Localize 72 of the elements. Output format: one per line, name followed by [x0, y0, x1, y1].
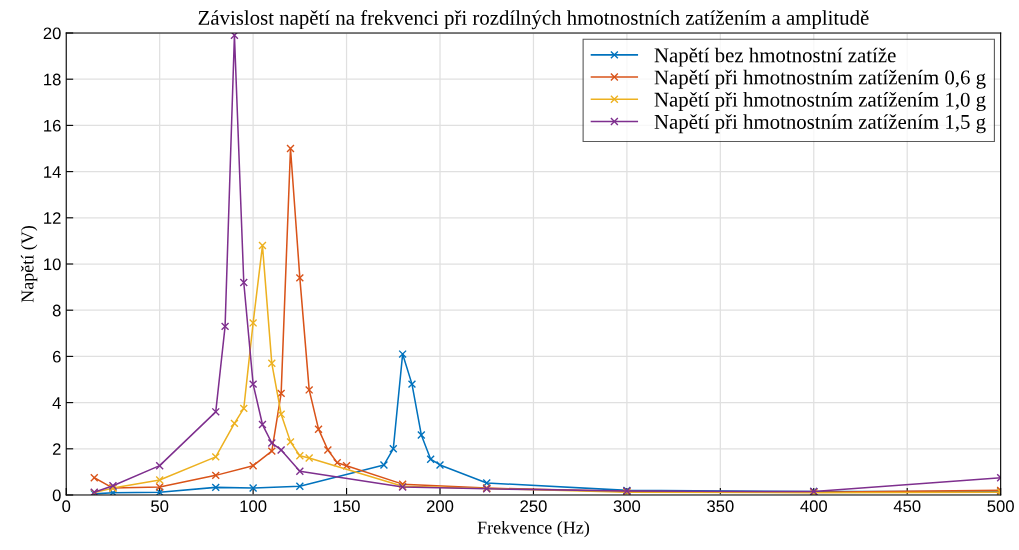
- point: [323, 445, 333, 455]
- x-tick-label: 0: [62, 500, 71, 513]
- y-tick-label: 2: [52, 443, 61, 455]
- y-tick-label: 16: [44, 119, 61, 132]
- point: [239, 404, 248, 413]
- x-tick-label: 200: [426, 500, 454, 513]
- y-tick-label: 12: [44, 212, 61, 224]
- point: [267, 446, 276, 456]
- point: [379, 460, 389, 470]
- point: [435, 460, 445, 470]
- point: [267, 359, 276, 368]
- point: [295, 273, 305, 283]
- y-tick-label: 6: [52, 350, 61, 363]
- y-tick-label: 4: [52, 397, 61, 409]
- point: [417, 430, 426, 440]
- point: [258, 420, 267, 429]
- point: [248, 318, 258, 328]
- y-tick-label: 8: [52, 304, 61, 317]
- point: [333, 458, 342, 467]
- point: [230, 419, 239, 428]
- point: [267, 438, 276, 448]
- x-tick-label: 150: [333, 500, 360, 513]
- y-tick-label: 18: [44, 73, 61, 86]
- point: [248, 461, 258, 470]
- point: [211, 471, 220, 480]
- point: [220, 322, 230, 331]
- chart-title: Závislost napětí na frekvenci při rozdílných hmotnostních zatížením a amplitudě: [198, 10, 869, 30]
- point: [426, 455, 435, 464]
- x-tick-label: 50: [151, 500, 169, 513]
- point: [407, 379, 417, 389]
- y-tick-label: 10: [44, 258, 61, 271]
- point: [286, 437, 295, 447]
- point: [211, 407, 220, 417]
- point: [286, 144, 295, 153]
- point: [155, 475, 164, 485]
- point: [155, 488, 164, 495]
- point: [276, 409, 286, 419]
- point: [295, 467, 305, 476]
- x-tick-label: 400: [800, 500, 828, 513]
- point: [248, 379, 258, 389]
- x-tick-label: 450: [893, 500, 921, 513]
- point: [155, 461, 164, 470]
- point: [398, 349, 407, 359]
- y-axis-title: Napětí (V): [20, 225, 38, 303]
- point: [211, 483, 220, 492]
- point: [305, 385, 314, 395]
- point: [295, 482, 305, 491]
- x-tick-label: 250: [520, 500, 547, 513]
- legend-label: Napětí bez hmotnostní zatíže: [654, 47, 896, 67]
- point: [276, 445, 286, 455]
- point: [211, 452, 220, 462]
- point: [389, 444, 398, 453]
- x-tick-label: 100: [240, 500, 267, 513]
- point: [248, 483, 258, 493]
- y-tick-label: 14: [44, 166, 61, 178]
- x-axis-title: Frekvence (Hz): [477, 520, 590, 538]
- x-tick-label: 500: [987, 500, 1014, 513]
- y-tick-label: 0: [52, 489, 61, 502]
- legend-label: Napětí při hmotnostním zatížením 1,5 g: [654, 114, 986, 134]
- point: [258, 241, 267, 250]
- x-tick-label: 350: [707, 500, 734, 513]
- point: [482, 478, 491, 488]
- point: [90, 473, 99, 482]
- point: [314, 424, 323, 434]
- point: [155, 482, 164, 492]
- legend-label: Napětí při hmotnostním zatížením 0,6 g: [654, 69, 986, 89]
- point: [239, 278, 248, 287]
- point: [342, 461, 351, 470]
- point: [276, 389, 286, 398]
- legend-label: Napětí při hmotnostním zatížením 1,0 g: [654, 92, 986, 112]
- x-tick-label: 300: [613, 500, 641, 513]
- y-tick-label: 20: [43, 27, 61, 40]
